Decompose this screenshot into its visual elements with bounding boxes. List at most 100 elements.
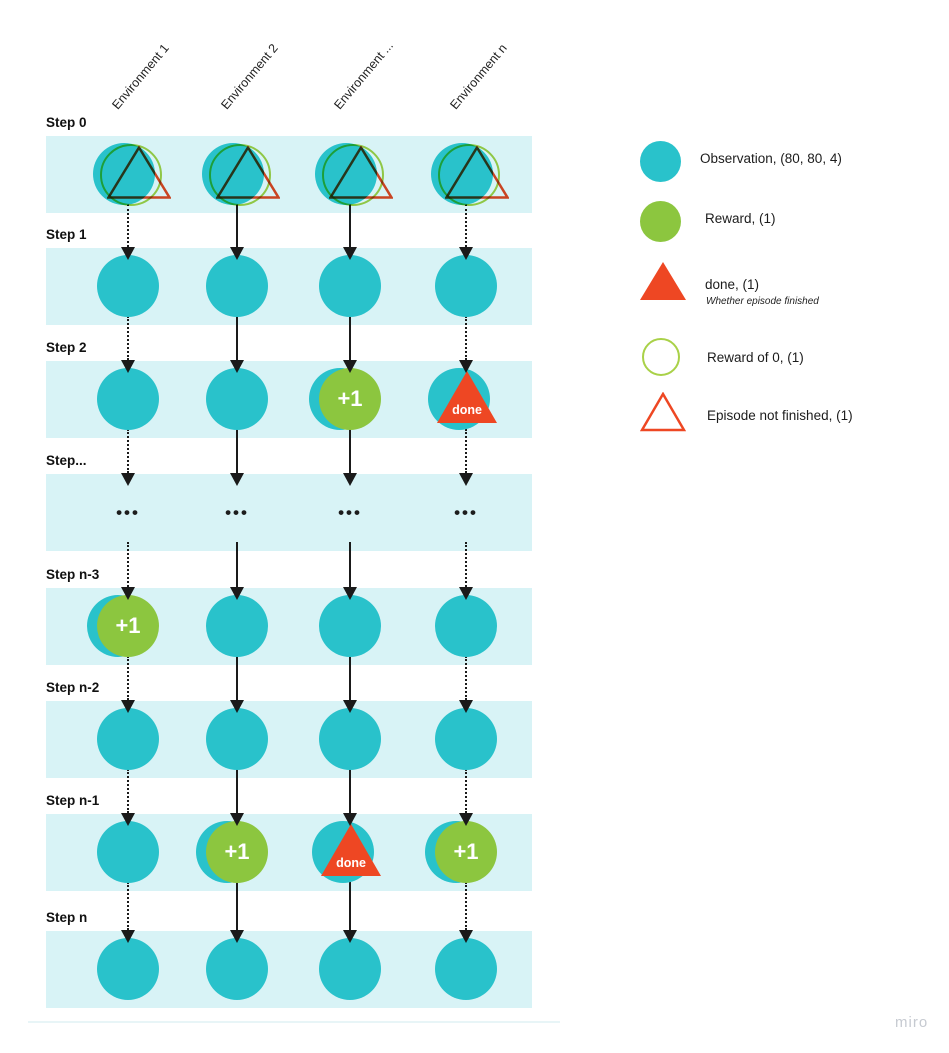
flow-arrow-line xyxy=(349,769,351,813)
flow-arrow-line xyxy=(236,769,238,813)
flow-arrow-line xyxy=(349,882,351,930)
env-column-header: Environment n xyxy=(447,41,510,112)
not-finished-triangle xyxy=(106,145,172,204)
flow-arrow-line xyxy=(349,542,351,587)
observation-circle xyxy=(97,938,159,1000)
flow-arrow-line xyxy=(465,429,467,473)
step-label: Step 1 xyxy=(46,227,87,242)
observation-circle xyxy=(435,938,497,1000)
arrowhead-icon xyxy=(230,813,244,826)
dots-node: ••• xyxy=(338,503,362,522)
not-finished-triangle xyxy=(328,145,394,204)
arrowhead-icon xyxy=(343,700,357,713)
reward-plus1-label: +1 xyxy=(224,839,250,864)
flow-arrow-line xyxy=(127,429,129,473)
dots-node: ••• xyxy=(454,503,478,522)
observation-circle xyxy=(206,368,268,430)
flow-arrow-line xyxy=(349,656,351,700)
arrowhead-icon xyxy=(343,360,357,373)
arrowhead-icon xyxy=(121,700,135,713)
observation-circle xyxy=(97,821,159,883)
arrowhead-icon xyxy=(459,473,473,486)
not-finished-triangle xyxy=(444,145,510,204)
arrowhead-icon xyxy=(121,247,135,260)
observation-circle xyxy=(206,255,268,317)
observation-circle xyxy=(97,255,159,317)
flow-arrow-line xyxy=(236,429,238,473)
arrowhead-icon xyxy=(459,930,473,943)
env-column-header: Environment 2 xyxy=(218,41,281,112)
flow-arrow-line xyxy=(465,204,467,247)
arrowhead-icon xyxy=(230,700,244,713)
flow-arrow-line xyxy=(127,316,129,360)
not-finished-triangle xyxy=(215,145,281,204)
arrowhead-icon xyxy=(343,813,357,826)
legend-label-not-finished: Episode not finished, (1) xyxy=(707,408,853,423)
flow-arrow-line xyxy=(349,204,351,247)
observation-circle xyxy=(435,595,497,657)
flow-arrow-line xyxy=(127,769,129,813)
reward-circle xyxy=(435,821,497,883)
arrowhead-icon xyxy=(343,587,357,600)
step-label: Step n-3 xyxy=(46,567,100,582)
arrowhead-icon xyxy=(121,360,135,373)
legend-label-reward: Reward, (1) xyxy=(705,211,776,226)
reward-zero-ring-icon xyxy=(642,338,680,376)
legend-label-reward-zero: Reward of 0, (1) xyxy=(707,350,804,365)
legend-sublabel-done: Whether episode finished xyxy=(706,296,819,307)
arrowhead-icon xyxy=(343,473,357,486)
observation-circle xyxy=(206,938,268,1000)
reward-zero-ring xyxy=(100,144,162,206)
reward-plus1-label: +1 xyxy=(337,386,363,411)
arrowhead-icon xyxy=(230,360,244,373)
miro-watermark: miro xyxy=(895,1014,929,1031)
arrowhead-icon xyxy=(230,473,244,486)
flow-arrow-line xyxy=(465,316,467,360)
not-finished-triangle-icon xyxy=(640,392,686,432)
arrowhead-icon xyxy=(459,247,473,260)
observation-circle xyxy=(435,708,497,770)
flow-arrow-line xyxy=(236,316,238,360)
reward-zero-ring xyxy=(322,144,384,206)
dots-node: ••• xyxy=(116,503,140,522)
arrowhead-icon xyxy=(459,700,473,713)
flow-arrow-line xyxy=(349,429,351,473)
flow-arrow-line xyxy=(236,656,238,700)
reward-plus1-label: +1 xyxy=(115,613,141,638)
observation-circle xyxy=(97,708,159,770)
flow-arrow-line xyxy=(236,542,238,587)
env-column-header: Environment ... xyxy=(331,38,397,112)
flow-arrow-line xyxy=(349,316,351,360)
legend-label-done: done, (1) xyxy=(705,277,760,292)
legend-label-observation: Observation, (80, 80, 4) xyxy=(700,151,842,166)
reward-circle xyxy=(97,595,159,657)
done-triangle xyxy=(437,371,497,428)
observation-circle xyxy=(319,595,381,657)
reward-circle xyxy=(206,821,268,883)
reward-plus1-label: +1 xyxy=(453,839,479,864)
observation-circle xyxy=(206,708,268,770)
reward-zero-ring xyxy=(209,144,271,206)
step-label: Step 2 xyxy=(46,340,87,355)
reward-zero-ring xyxy=(438,144,500,206)
flow-arrow-line xyxy=(127,542,129,587)
flow-arrow-line xyxy=(465,656,467,700)
observation-circle-icon xyxy=(640,141,681,182)
observation-circle xyxy=(319,255,381,317)
observation-circle xyxy=(319,708,381,770)
step-band xyxy=(46,474,532,551)
done-triangle xyxy=(321,824,381,881)
step-label: Step n-2 xyxy=(46,680,100,695)
flow-arrow-line xyxy=(127,656,129,700)
step-label: Step... xyxy=(46,453,87,468)
arrowhead-icon xyxy=(121,473,135,486)
flow-arrow-line xyxy=(236,882,238,930)
reward-circle xyxy=(319,368,381,430)
env-column-header: Environment 1 xyxy=(109,41,172,112)
observation-circle xyxy=(435,255,497,317)
arrowhead-icon xyxy=(230,247,244,260)
observation-circle xyxy=(97,368,159,430)
reward-circle-icon xyxy=(640,201,681,242)
step-label: Step n xyxy=(46,910,88,925)
